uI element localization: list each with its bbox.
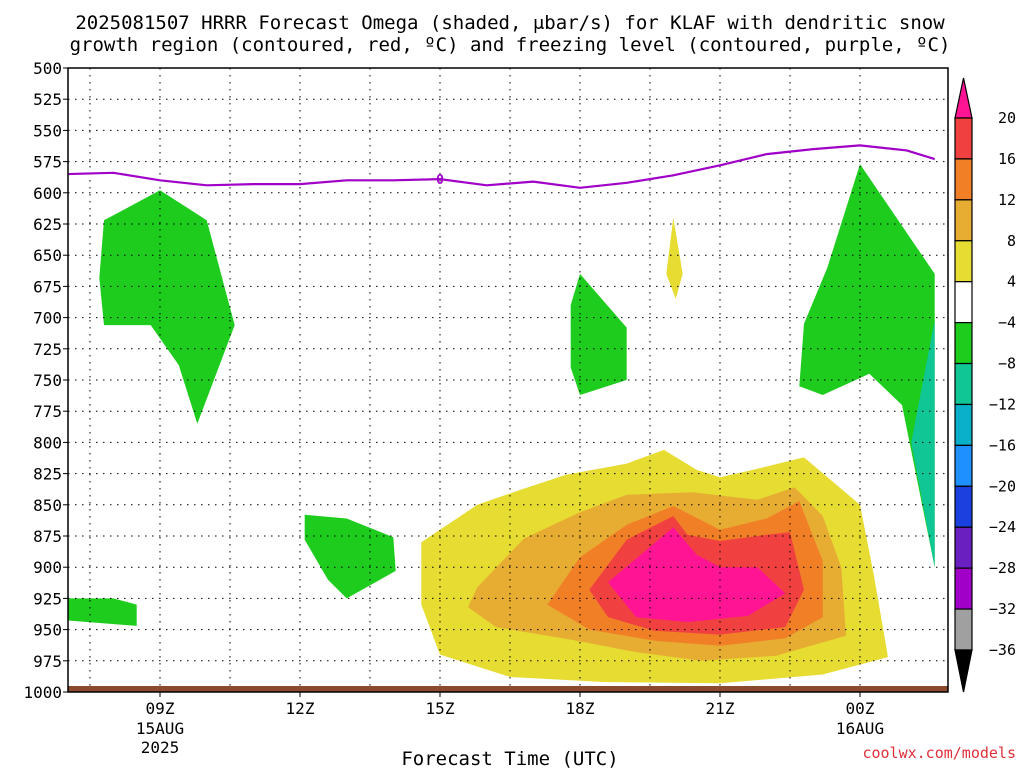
colorbar-label: −24 bbox=[989, 518, 1016, 536]
credit-text: coolwx.com/models bbox=[862, 744, 1016, 762]
y-tick-label: 925 bbox=[33, 589, 62, 608]
colorbar-label: 16 bbox=[998, 150, 1016, 168]
colorbar-box bbox=[954, 158, 973, 201]
colorbar-bottom-triangle bbox=[954, 649, 973, 693]
colorbar-label: 4 bbox=[1007, 273, 1016, 291]
colorbar-label: −4 bbox=[998, 314, 1016, 332]
chart-title-line-1: 2025081507 HRRR Forecast Omega (shaded, … bbox=[75, 12, 945, 34]
colorbar-box bbox=[954, 403, 973, 446]
omega-region-5 bbox=[799, 164, 935, 568]
pressure-axis: 500 525 550 575 600 625 650 675 700 725 750 775 800 8… bbox=[23, 59, 68, 702]
y-tick-label: 850 bbox=[33, 496, 62, 515]
colorbar-box bbox=[954, 240, 973, 283]
x-tick-label: 00Z bbox=[846, 699, 875, 718]
freezing-level-contour-layer: 0 bbox=[68, 144, 936, 189]
y-tick-label: 675 bbox=[33, 277, 62, 296]
colorbar-label: −20 bbox=[989, 477, 1016, 495]
colorbar-box bbox=[954, 199, 973, 242]
colorbar-label: −16 bbox=[989, 436, 1016, 454]
y-tick-label: 800 bbox=[33, 433, 62, 452]
x-tick-label: 21Z bbox=[706, 699, 735, 718]
y-tick-label: 1000 bbox=[23, 683, 62, 702]
x-tick-label: 12Z bbox=[286, 699, 315, 718]
x-tick-date: 16AUG bbox=[836, 719, 884, 738]
omega-region-1 bbox=[304, 514, 396, 599]
colorbar-label: −8 bbox=[998, 355, 1016, 373]
omega-region-3 bbox=[570, 273, 627, 395]
y-tick-label: 600 bbox=[33, 184, 62, 203]
omega-region-2 bbox=[68, 598, 137, 626]
colorbar-label: 8 bbox=[1007, 232, 1016, 250]
omega-region-0 bbox=[99, 190, 235, 424]
colorbar-top-triangle bbox=[954, 77, 973, 119]
surface-ground-band bbox=[68, 686, 948, 692]
colorbar-box bbox=[954, 322, 973, 365]
colorbar-box bbox=[954, 444, 973, 487]
colorbar-label: 20 bbox=[998, 109, 1016, 127]
colorbar-box bbox=[954, 567, 973, 610]
freezing-level-label: 0 bbox=[436, 173, 444, 188]
y-tick-label: 775 bbox=[33, 402, 62, 421]
chart-title-line-2: growth region (contoured, red, ºC) and f… bbox=[70, 34, 951, 56]
y-tick-label: 825 bbox=[33, 465, 62, 484]
omega-region-6 bbox=[911, 320, 935, 568]
y-tick-label: 575 bbox=[33, 153, 62, 172]
x-axis-label: Forecast Time (UTC) bbox=[401, 748, 618, 768]
y-tick-label: 950 bbox=[33, 621, 62, 640]
y-tick-label: 975 bbox=[33, 652, 62, 671]
colorbar-label: −28 bbox=[989, 559, 1016, 577]
y-tick-label: 700 bbox=[33, 309, 62, 328]
colorbar-box bbox=[954, 608, 973, 651]
omega-shading-layer bbox=[68, 164, 935, 684]
colorbar-box bbox=[954, 281, 973, 324]
y-tick-label: 625 bbox=[33, 215, 62, 234]
x-tick-label: 15Z bbox=[426, 699, 455, 718]
colorbar-box bbox=[954, 362, 973, 406]
y-tick-label: 875 bbox=[33, 527, 62, 546]
y-tick-label: 650 bbox=[33, 246, 62, 265]
colorbar-label: −12 bbox=[989, 395, 1016, 413]
colorbar-box bbox=[954, 526, 973, 569]
y-tick-label: 900 bbox=[33, 558, 62, 577]
x-tick-year: 2025 bbox=[141, 738, 180, 757]
x-tick-date: 15AUG bbox=[136, 719, 184, 738]
omega-region-4 bbox=[666, 217, 683, 299]
y-tick-label: 525 bbox=[33, 90, 62, 109]
colorbar-label: −32 bbox=[989, 600, 1016, 618]
y-tick-label: 500 bbox=[33, 59, 62, 78]
colorbar: 20 16 12 8 4 −4 −8 −12 −16 −20 −24 −28 −32 −36 bbox=[954, 77, 1016, 693]
colorbar-label: 12 bbox=[998, 191, 1016, 209]
freezing-level-line bbox=[68, 144, 936, 189]
colorbar-label: −36 bbox=[989, 641, 1016, 659]
y-tick-label: 725 bbox=[33, 340, 62, 359]
y-tick-label: 750 bbox=[33, 371, 62, 390]
y-tick-label: 550 bbox=[33, 121, 62, 140]
colorbar-box bbox=[954, 485, 973, 528]
x-tick-label: 18Z bbox=[566, 699, 595, 718]
colorbar-box bbox=[954, 117, 973, 160]
x-tick-label: 09Z bbox=[146, 699, 175, 718]
